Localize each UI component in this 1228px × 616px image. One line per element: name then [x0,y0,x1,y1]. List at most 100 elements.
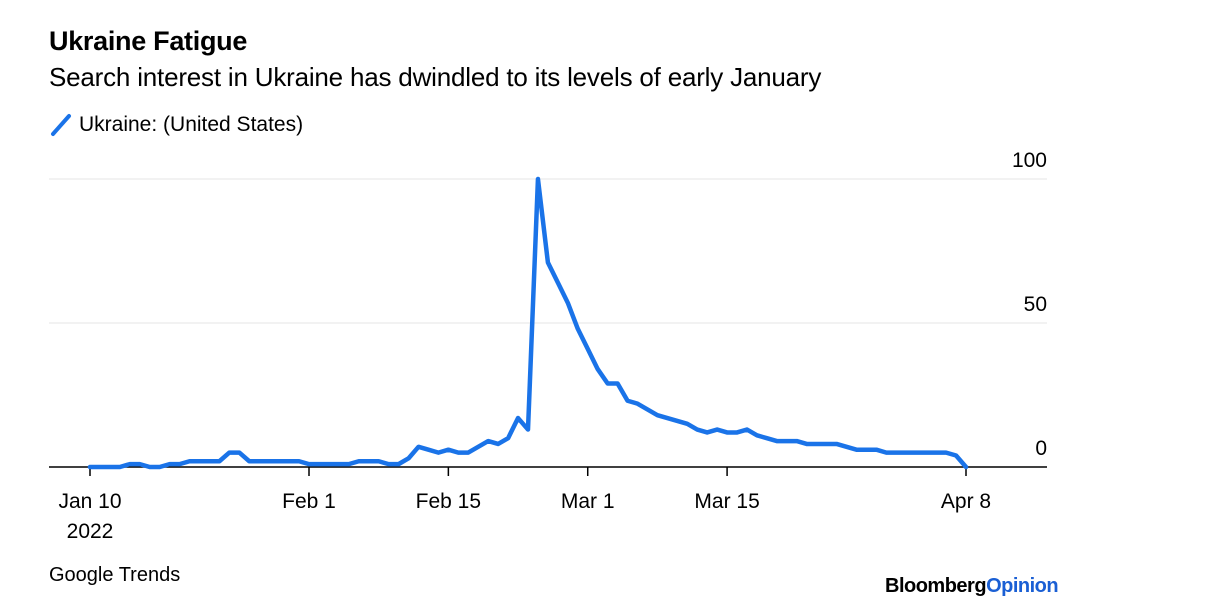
data-point [217,459,221,463]
brand-part-1: Bloomberg [885,575,987,597]
data-point [267,459,271,463]
data-point [755,433,759,437]
data-point [257,459,261,463]
data-point [188,459,192,463]
legend-label: Ukraine: (United States) [79,113,304,136]
data-point [417,445,421,449]
data-point [745,428,749,432]
data-point [108,465,112,469]
data-point [665,416,669,420]
data-point [645,407,649,411]
x-tick-label-0: Jan 10 [58,490,121,513]
data-point [138,462,142,466]
data-point [198,459,202,463]
data-point [765,436,769,440]
legend: Ukraine: (United States) [49,113,303,137]
data-point [357,459,361,463]
data-point [536,177,540,181]
data-point [705,430,709,434]
data-point [337,462,341,466]
data-point [904,451,908,455]
data-point [556,281,560,285]
y-tick-label-0: 0 [1035,437,1047,460]
x-tick-label-5: Apr 8 [941,490,991,513]
data-point [546,261,550,265]
axis-layer [49,466,1047,476]
data-point [864,448,868,452]
data-point [675,419,679,423]
data-point [944,451,948,455]
data-point [576,327,580,331]
source-note: Google Trends [49,564,181,586]
data-point [277,459,281,463]
data-point [436,451,440,455]
x-tick-label-2: Feb 15 [416,490,481,513]
data-point [98,465,102,469]
data-point [496,442,500,446]
data-point [148,465,152,469]
data-point [735,430,739,434]
data-point [168,462,172,466]
data-point [855,448,859,452]
data-point [317,462,321,466]
y-tick-label-100: 100 [1012,149,1047,172]
data-point [307,462,311,466]
data-point [775,439,779,443]
chart-title: Ukraine Fatigue [49,26,248,56]
data-point [128,462,132,466]
data-point [407,456,411,460]
data-point [456,451,460,455]
data-point [596,367,600,371]
data-point [207,459,211,463]
data-point [725,430,729,434]
data-point [178,462,182,466]
data-point [327,462,331,466]
data-point [247,459,251,463]
data-point [516,416,520,420]
data-point [805,442,809,446]
data-point [695,428,699,432]
data-point [118,465,122,469]
data-point [526,428,530,432]
grid-layer [49,178,1047,324]
data-point [845,445,849,449]
data-point [397,462,401,466]
data-point [387,462,391,466]
data-point [626,399,630,403]
label-layer: 0 50 100 Jan 10 2022 Feb 1 Feb 15 Mar 1 Mar 15 Ap… [58,149,1047,543]
brand-part-2: Opinion [986,575,1059,597]
data-point [297,459,301,463]
series-layer [87,176,969,470]
data-point [347,462,351,466]
data-point [884,451,888,455]
data-point [566,301,570,305]
brand-logo: BloombergOpinion [885,575,1059,598]
data-point [655,413,659,417]
legend-swatch-icon [51,114,71,136]
data-point [954,453,958,457]
data-point [88,465,92,469]
data-point [914,451,918,455]
data-point [606,381,610,385]
x-tick-label-1: Feb 1 [282,490,336,513]
data-point [446,448,450,452]
chart-subtitle: Search interest in Ukraine has dwindled … [49,62,822,92]
data-point [227,451,231,455]
x-tick-sublabel-0: 2022 [67,520,114,543]
data-point [287,459,291,463]
data-point [964,465,968,469]
data-point [825,442,829,446]
data-point [426,448,430,452]
data-point [486,439,490,443]
data-point [795,439,799,443]
data-point [924,451,928,455]
data-point [237,451,241,455]
x-tick-label-4: Mar 15 [694,490,759,513]
data-point [377,459,381,463]
data-point [158,465,162,469]
data-point [874,448,878,452]
data-point [785,439,789,443]
data-point [367,459,371,463]
x-tick-label-3: Mar 1 [561,490,615,513]
